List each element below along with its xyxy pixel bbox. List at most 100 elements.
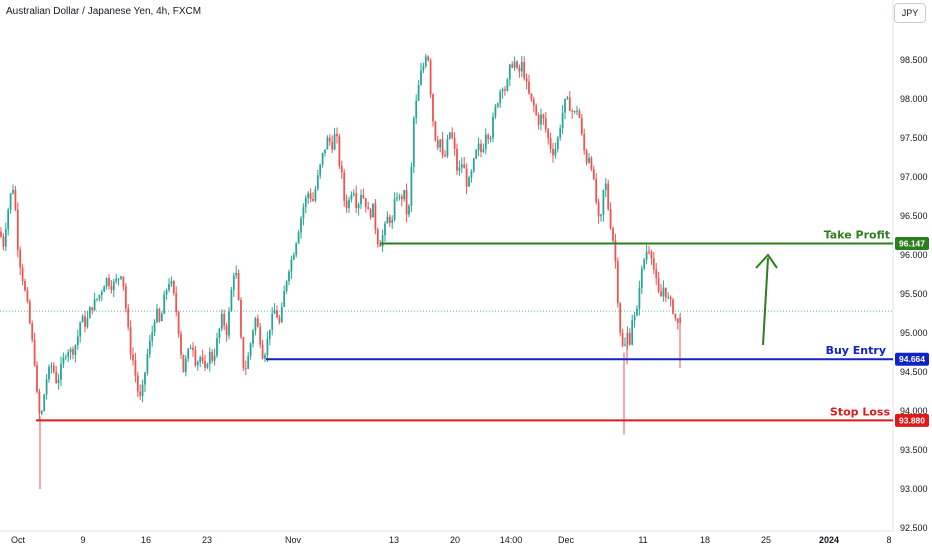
candle-body xyxy=(537,114,540,125)
candle-body xyxy=(33,339,36,366)
candle-body xyxy=(43,394,46,412)
candle-body xyxy=(199,357,202,363)
candle-body xyxy=(655,269,658,278)
candle-body xyxy=(451,132,454,138)
candle-body xyxy=(415,100,418,119)
candle-body xyxy=(48,366,50,380)
y-tick-label: 97.000 xyxy=(900,172,928,182)
candle-body xyxy=(295,243,298,256)
candle-body xyxy=(612,228,614,241)
candle-body xyxy=(74,345,77,355)
candle-body xyxy=(448,132,451,139)
candle-body xyxy=(660,291,662,297)
candle-body xyxy=(64,356,67,358)
candle-body xyxy=(463,164,466,169)
candle-body xyxy=(201,357,204,361)
candle-body xyxy=(252,330,254,344)
candle-body xyxy=(398,196,401,198)
candle-body xyxy=(386,216,389,224)
candle-body xyxy=(302,207,305,219)
candle-body xyxy=(240,299,242,338)
candle-body xyxy=(518,67,521,72)
candle-body xyxy=(446,138,449,157)
candle-body xyxy=(542,114,545,119)
candle-body xyxy=(182,354,185,373)
candle-body xyxy=(499,91,502,104)
candle-body xyxy=(220,314,223,329)
candle-body xyxy=(86,318,89,327)
candle-body xyxy=(76,336,79,346)
candle-body xyxy=(84,316,86,327)
candle-body xyxy=(180,333,182,355)
candle-body xyxy=(235,272,238,276)
candle-body xyxy=(439,139,442,148)
candle-body xyxy=(372,203,374,218)
candle-body xyxy=(650,251,653,259)
candle-body xyxy=(156,308,158,322)
candle-body xyxy=(672,299,674,314)
candle-body xyxy=(175,293,178,312)
candle-body xyxy=(508,64,511,80)
candle-body xyxy=(309,193,312,199)
candle-body xyxy=(600,214,602,217)
candle-body xyxy=(643,259,646,269)
trade-levels: Take Profit 96.147 Buy Entry 94.664 Stop Los… xyxy=(36,229,929,427)
candle-body xyxy=(345,200,348,209)
candle-body xyxy=(540,114,542,125)
candle-body xyxy=(187,348,190,359)
candle-body xyxy=(669,297,672,300)
candle-body xyxy=(31,323,34,340)
candle-body xyxy=(88,307,91,319)
candle-body xyxy=(271,313,274,330)
candle-body xyxy=(206,364,209,368)
candle-body xyxy=(475,150,478,159)
candle-body xyxy=(168,284,170,291)
candle-body xyxy=(652,258,655,270)
candle-body xyxy=(614,240,617,262)
candle-body xyxy=(261,344,264,359)
candle-body xyxy=(91,307,94,311)
candle-body xyxy=(259,326,262,345)
candle-body xyxy=(424,56,427,67)
candle-body xyxy=(480,143,482,152)
candle-body xyxy=(465,168,468,187)
candle-body xyxy=(319,164,322,176)
currency-button[interactable]: JPY xyxy=(894,3,926,23)
candle-body xyxy=(513,61,516,68)
candle-body xyxy=(427,56,430,61)
candle-body xyxy=(189,347,192,349)
candle-body xyxy=(21,267,24,281)
buy-entry-price-badge xyxy=(895,352,929,366)
candle-body xyxy=(355,193,358,209)
candle-body xyxy=(554,149,557,156)
candle-body xyxy=(0,231,2,237)
candle-body xyxy=(340,166,343,173)
candle-body xyxy=(434,121,437,141)
candle-body xyxy=(336,133,338,137)
candle-body xyxy=(592,168,595,179)
candle-body xyxy=(381,235,384,247)
candle-body xyxy=(580,117,583,134)
x-tick-label: 16 xyxy=(141,535,151,545)
candle-body xyxy=(132,354,134,361)
candle-body xyxy=(506,79,509,91)
stop-loss-price-badge xyxy=(895,413,929,427)
candle-body xyxy=(72,349,74,355)
candle-body xyxy=(228,311,230,336)
candle-body xyxy=(396,197,398,200)
candle-body xyxy=(504,89,506,91)
candle-body xyxy=(300,218,302,233)
candle-body xyxy=(585,150,588,163)
candle-body xyxy=(146,354,149,373)
candle-body xyxy=(307,193,310,198)
candle-body xyxy=(489,138,492,140)
candle-body xyxy=(165,290,168,295)
candle-body xyxy=(573,111,576,113)
candle-body xyxy=(242,337,245,369)
candle-body xyxy=(7,209,10,230)
candle-body xyxy=(384,223,386,236)
candle-body xyxy=(568,97,571,111)
candle-body xyxy=(405,189,408,215)
candle-body xyxy=(81,316,84,323)
